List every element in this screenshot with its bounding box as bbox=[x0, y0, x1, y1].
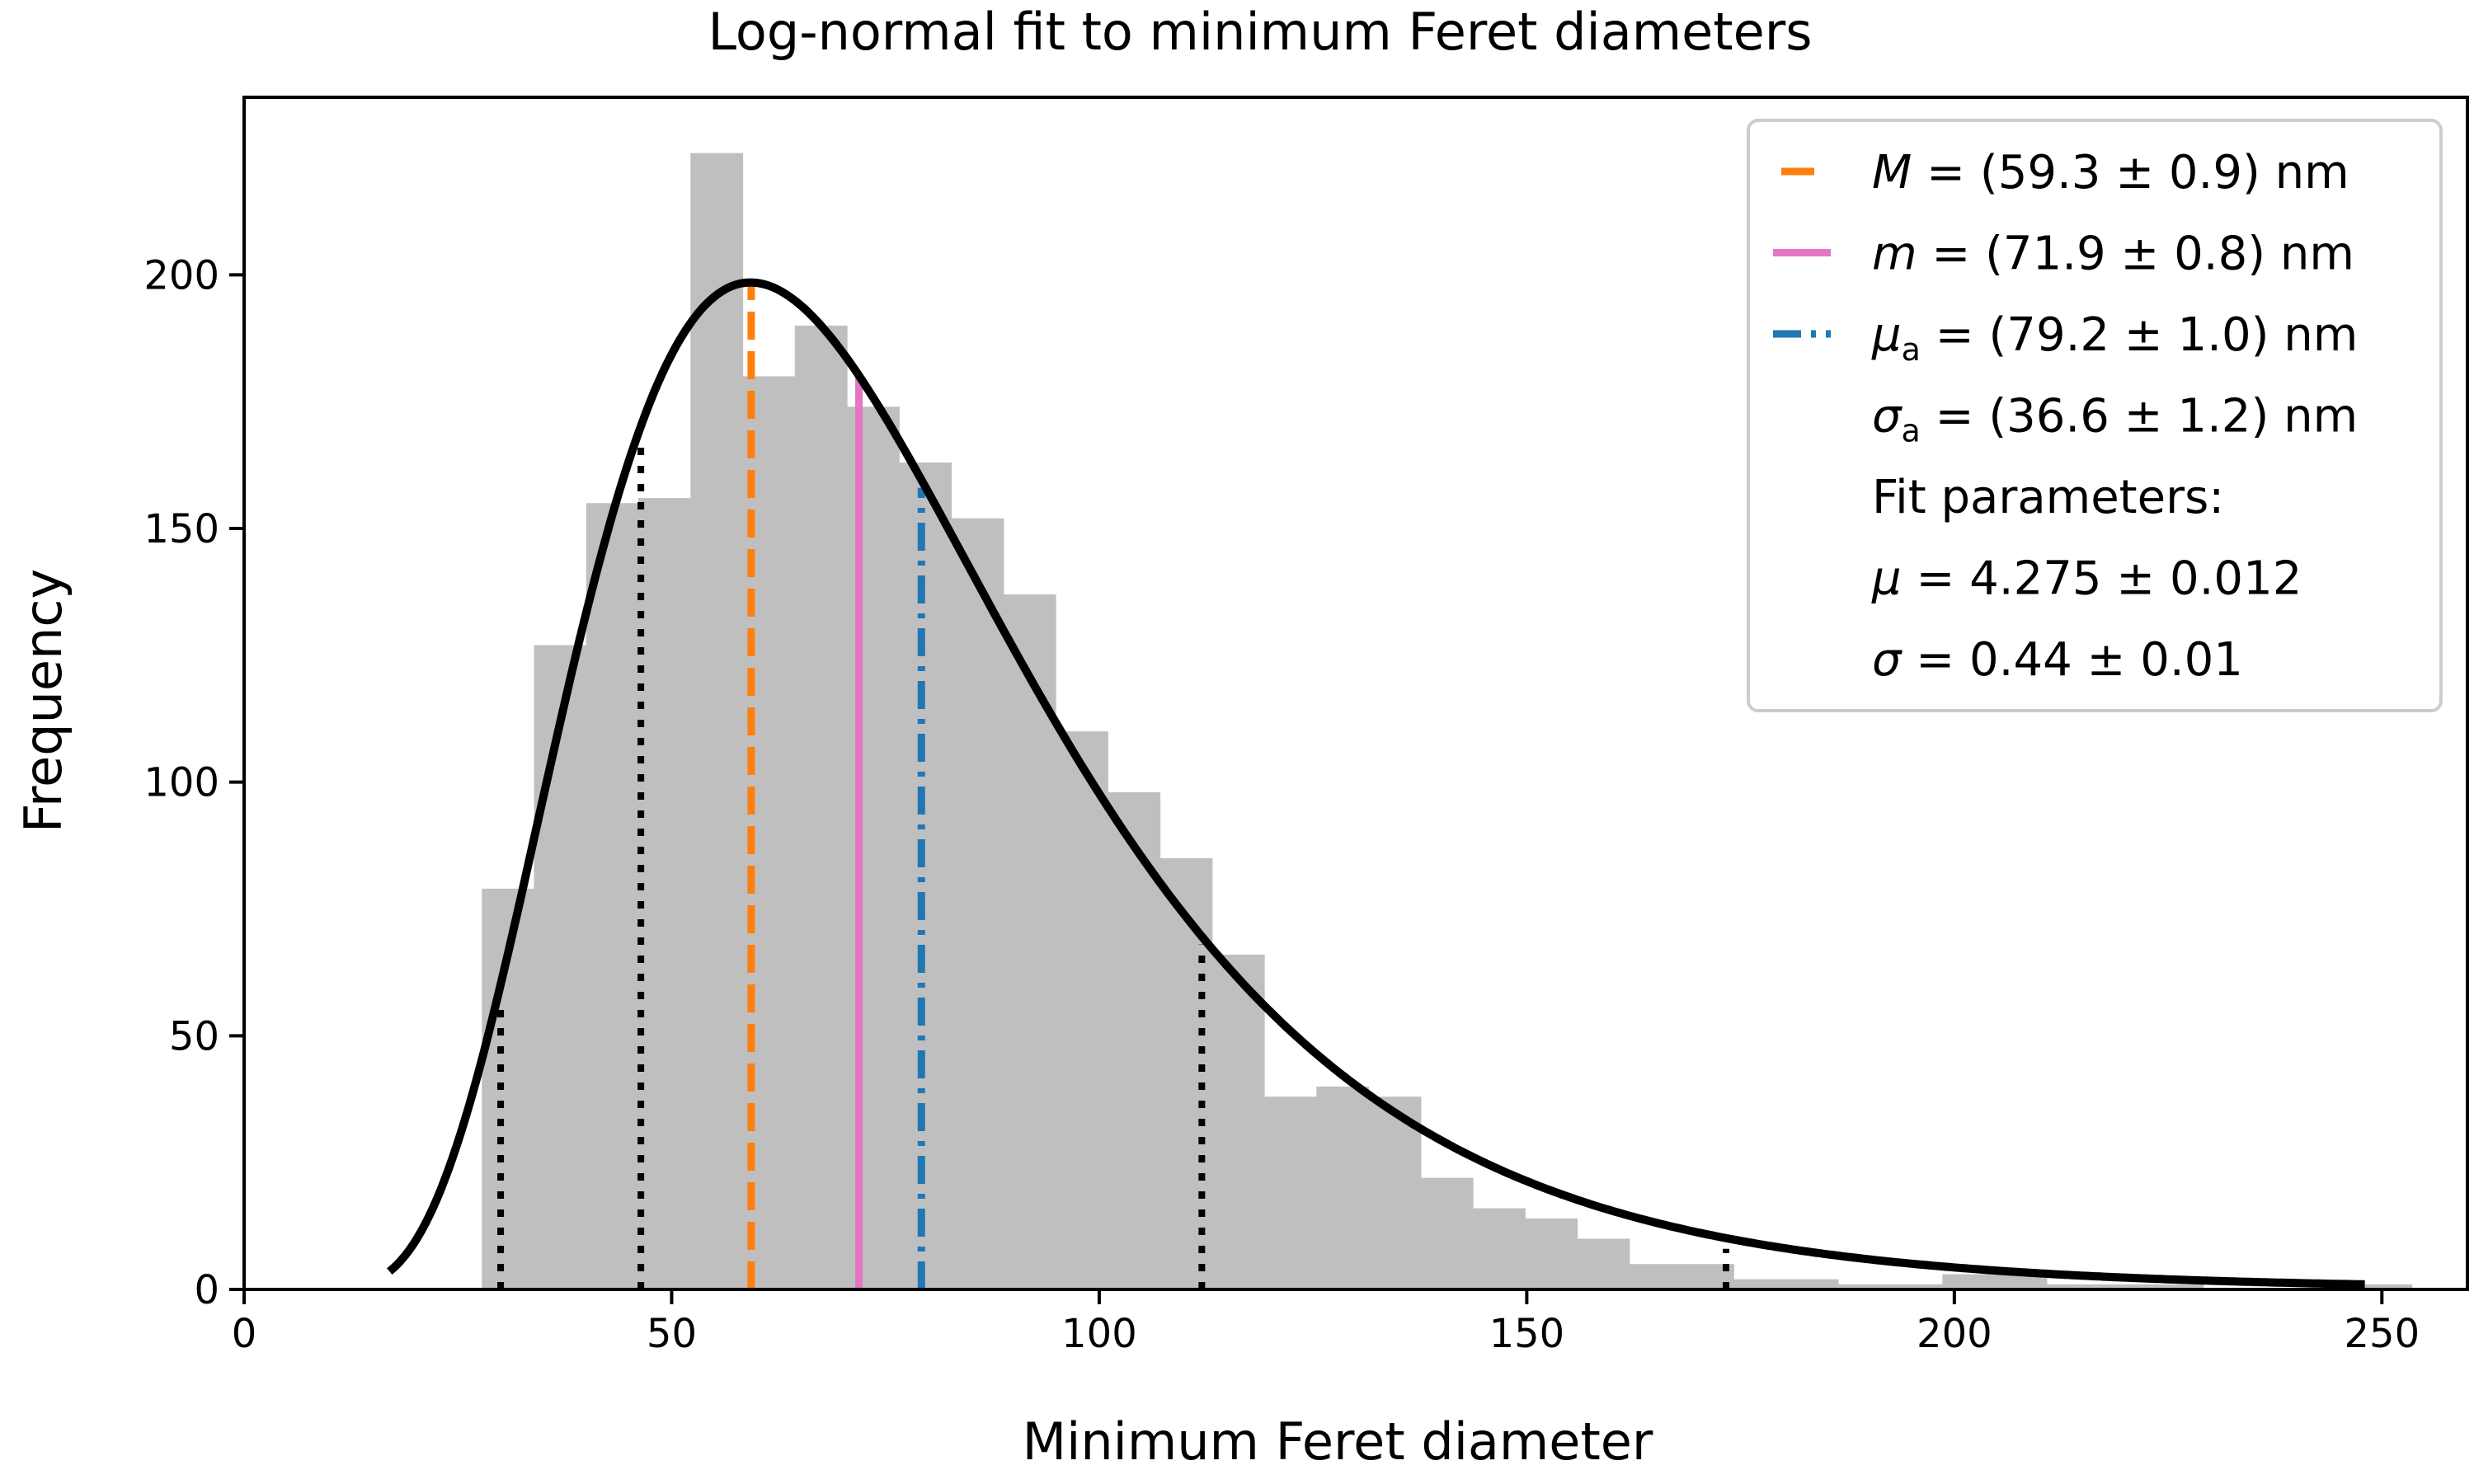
legend-entry: σa = (36.6 ± 1.2) nm bbox=[1872, 390, 2358, 449]
legend-entry: μ = 4.275 ± 0.012 bbox=[1871, 552, 2302, 606]
x-tick-label: 0 bbox=[232, 1311, 257, 1357]
plot-frame bbox=[242, 96, 2469, 1291]
legend-entry: σ = 0.44 ± 0.01 bbox=[1872, 633, 2243, 687]
x-tick-label: 50 bbox=[647, 1311, 697, 1357]
histogram-bar bbox=[2046, 1284, 2100, 1289]
histogram-bar bbox=[794, 325, 848, 1290]
histogram-bar bbox=[586, 503, 639, 1289]
histogram-bar bbox=[638, 498, 691, 1289]
histogram-bar bbox=[1316, 1086, 1370, 1289]
legend: M = (59.3 ± 0.9) nm m = (71.9 ± 0.8) nm μa… bbox=[1747, 119, 2443, 712]
legend-entry: Fit parameters: bbox=[1872, 471, 2224, 524]
histogram-bar bbox=[1003, 594, 1056, 1289]
legend-entry: m = (71.9 ± 0.8) nm bbox=[1872, 228, 2354, 281]
histogram-bar bbox=[1264, 1097, 1317, 1289]
histogram-bar bbox=[1368, 1097, 1422, 1289]
histogram-bar bbox=[2359, 1284, 2413, 1289]
y-tick-label: 150 bbox=[143, 506, 219, 552]
histogram-bar bbox=[1733, 1279, 1787, 1289]
fit-curve-group bbox=[387, 278, 2365, 1289]
histogram-bar bbox=[899, 463, 952, 1289]
histogram-bar bbox=[690, 153, 744, 1290]
y-tick-label: 200 bbox=[143, 252, 219, 298]
y-tick-label: 100 bbox=[143, 760, 219, 806]
x-axis: 0 50 100 150 200 250 bbox=[232, 1289, 2420, 1357]
histogram-bar bbox=[1420, 1177, 1474, 1289]
legend-entry: M = (59.3 ± 0.9) nm bbox=[1872, 146, 2349, 200]
legend-box bbox=[1747, 119, 2443, 712]
histogram-bar bbox=[1837, 1284, 1891, 1289]
x-tick-label: 200 bbox=[1917, 1311, 1992, 1357]
chart-title: Log-normal fit to minimum Feret diameter… bbox=[708, 2, 1812, 62]
histogram-bar bbox=[1577, 1238, 1630, 1289]
y-tick-label: 0 bbox=[194, 1267, 219, 1313]
histogram-bar bbox=[534, 645, 587, 1289]
histogram bbox=[482, 153, 2413, 1290]
histogram-bar bbox=[1994, 1274, 2048, 1289]
y-axis: 0 50 100 150 200 bbox=[143, 252, 244, 1313]
histogram-bar bbox=[1473, 1208, 1526, 1289]
histogram-bar bbox=[1211, 954, 1265, 1289]
y-axis-label: Frequency bbox=[13, 569, 73, 833]
histogram-bar bbox=[1942, 1274, 1996, 1289]
histogram-bar bbox=[847, 406, 900, 1289]
histogram-bar bbox=[2151, 1284, 2204, 1289]
histogram-bar bbox=[1629, 1264, 1682, 1289]
histogram-bar bbox=[951, 518, 1004, 1289]
fit-curve bbox=[387, 278, 2365, 1289]
x-tick-label: 100 bbox=[1061, 1311, 1137, 1357]
histogram-bar bbox=[1525, 1218, 1578, 1289]
x-axis-label: Minimum Feret diameter bbox=[1023, 1411, 1653, 1472]
legend-entry: μa = (79.2 ± 1.0) nm bbox=[1871, 308, 2358, 368]
histogram-bar bbox=[1159, 857, 1213, 1289]
histogram-bar bbox=[1785, 1279, 1839, 1289]
reference-lines bbox=[497, 282, 1729, 1289]
x-tick-label: 250 bbox=[2344, 1311, 2420, 1357]
y-tick-label: 50 bbox=[169, 1013, 219, 1059]
histogram-bar bbox=[1056, 731, 1108, 1289]
histogram-bar bbox=[2099, 1284, 2152, 1289]
x-tick-label: 150 bbox=[1489, 1311, 1565, 1357]
histogram-bar bbox=[1890, 1284, 1943, 1289]
